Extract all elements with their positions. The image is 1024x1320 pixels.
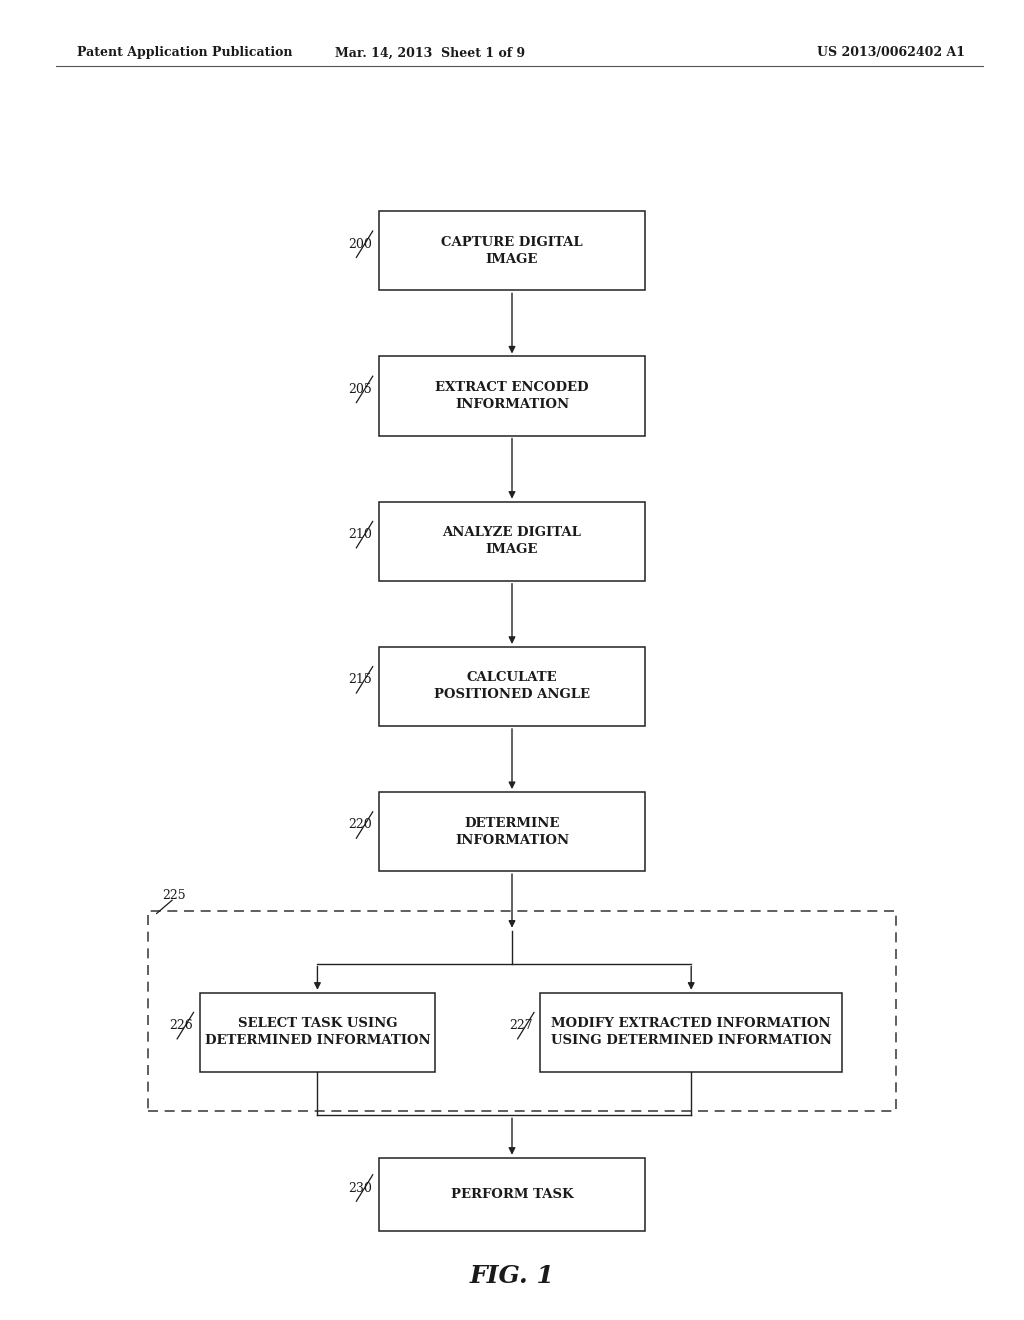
Text: US 2013/0062402 A1: US 2013/0062402 A1 xyxy=(817,46,965,59)
Text: 226: 226 xyxy=(169,1019,193,1032)
Text: 200: 200 xyxy=(348,238,372,251)
Bar xyxy=(541,993,842,1072)
Text: Patent Application Publication: Patent Application Publication xyxy=(77,46,292,59)
Text: Mar. 14, 2013  Sheet 1 of 9: Mar. 14, 2013 Sheet 1 of 9 xyxy=(335,46,525,59)
Text: PERFORM TASK: PERFORM TASK xyxy=(451,1188,573,1201)
Bar xyxy=(379,1159,645,1230)
Bar xyxy=(379,647,645,726)
Bar xyxy=(200,993,435,1072)
Text: 220: 220 xyxy=(348,818,372,832)
Text: MODIFY EXTRACTED INFORMATION
USING DETERMINED INFORMATION: MODIFY EXTRACTED INFORMATION USING DETER… xyxy=(551,1018,831,1047)
Bar xyxy=(379,792,645,871)
Bar xyxy=(379,211,645,290)
Text: 225: 225 xyxy=(162,888,185,902)
Text: FIG. 1: FIG. 1 xyxy=(470,1265,554,1288)
Bar xyxy=(379,356,645,436)
Text: 215: 215 xyxy=(348,673,372,686)
Text: ANALYZE DIGITAL
IMAGE: ANALYZE DIGITAL IMAGE xyxy=(442,527,582,556)
Text: 210: 210 xyxy=(348,528,372,541)
Text: 205: 205 xyxy=(348,383,372,396)
Text: EXTRACT ENCODED
INFORMATION: EXTRACT ENCODED INFORMATION xyxy=(435,381,589,411)
Text: DETERMINE
INFORMATION: DETERMINE INFORMATION xyxy=(455,817,569,846)
Bar xyxy=(379,502,645,581)
Text: 230: 230 xyxy=(348,1181,372,1195)
Bar xyxy=(148,911,896,1111)
Text: CALCULATE
POSITIONED ANGLE: CALCULATE POSITIONED ANGLE xyxy=(434,672,590,701)
Text: 227: 227 xyxy=(510,1019,534,1032)
Text: CAPTURE DIGITAL
IMAGE: CAPTURE DIGITAL IMAGE xyxy=(441,236,583,265)
Text: SELECT TASK USING
DETERMINED INFORMATION: SELECT TASK USING DETERMINED INFORMATION xyxy=(205,1018,430,1047)
